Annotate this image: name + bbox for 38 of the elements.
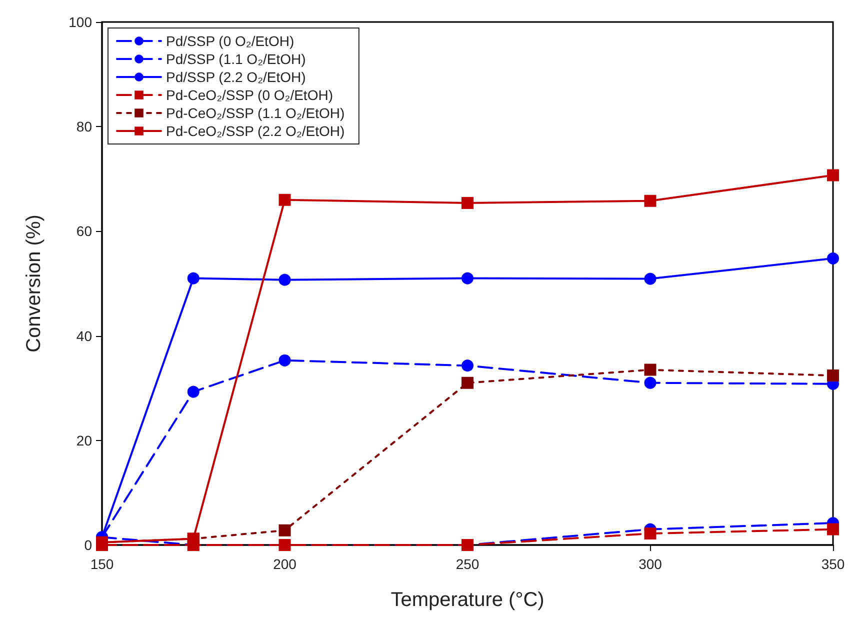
point (644, 376, 656, 389)
point (644, 364, 656, 376)
x-tick-label: 200 (273, 556, 297, 572)
point (644, 527, 656, 540)
legend-label: Pd-CeO₂/SSP (1.1 O₂/EtOH) (166, 105, 345, 121)
legend-label: Pd/SSP (0 O₂/EtOH) (166, 33, 294, 49)
x-tick-label: 350 (821, 556, 845, 572)
point (827, 370, 839, 382)
point (462, 196, 474, 209)
y-tick-label: 80 (76, 118, 92, 135)
y-tick-label: 20 (76, 432, 92, 448)
point (278, 524, 291, 536)
point (827, 169, 839, 182)
y-tick-label: 0 (84, 537, 92, 553)
point (462, 272, 474, 284)
legend-label: Pd/SSP (2.2 O₂/EtOH) (166, 69, 306, 85)
point (278, 354, 291, 366)
x-tick-label: 150 (90, 556, 114, 572)
point (462, 360, 474, 372)
point (462, 376, 474, 389)
legend-label: Pd-CeO₂/SSP (2.2 O₂/EtOH) (166, 123, 345, 139)
x-axis-title: Temperature (°C) (390, 589, 544, 611)
point (644, 272, 656, 285)
y-tick-label: 60 (76, 223, 92, 240)
y-tick-label: 100 (68, 14, 92, 30)
point (827, 252, 839, 264)
legend-label: Pd/SSP (1.1 O₂/EtOH) (166, 51, 306, 67)
legend-label: Pd-CeO₂/SSP (0 O₂/EtOH) (166, 87, 333, 103)
y-axis-title: Conversion (%) (23, 214, 45, 352)
point (827, 523, 839, 536)
x-tick-label: 300 (638, 556, 662, 572)
point (187, 272, 200, 284)
point (278, 274, 291, 286)
point (644, 194, 656, 207)
x-tick-label: 250 (456, 556, 480, 572)
y-tick-label: 40 (76, 328, 92, 344)
point (187, 386, 200, 398)
point (278, 194, 291, 206)
